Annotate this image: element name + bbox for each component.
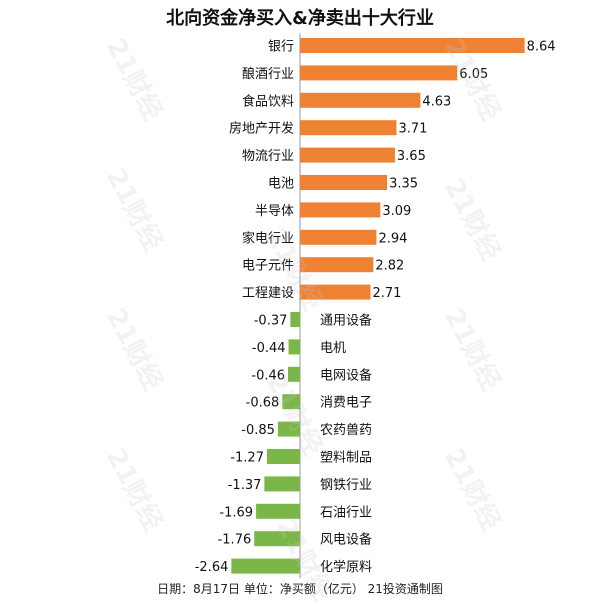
bar	[254, 531, 300, 547]
category-label: 塑料制品	[320, 451, 372, 466]
value-label: -0.68	[246, 396, 280, 411]
bar	[300, 284, 371, 300]
value-label: -0.37	[254, 314, 288, 329]
category-label: 农药兽药	[320, 423, 372, 438]
category-label: 钢铁行业	[320, 478, 372, 493]
category-label: 通用设备	[320, 313, 372, 329]
bar	[256, 503, 300, 519]
category-label: 石油行业	[320, 505, 372, 520]
bar	[266, 449, 300, 464]
bar	[300, 147, 395, 163]
bar	[300, 229, 377, 245]
value-label: 2.94	[378, 231, 407, 246]
value-label: -2.64	[195, 560, 229, 575]
value-label: -1.27	[230, 451, 264, 466]
category-label: 半导体	[255, 204, 294, 219]
bar	[264, 476, 300, 492]
bar	[300, 92, 421, 108]
category-label: 银行	[268, 40, 294, 55]
value-label: 2.82	[375, 259, 404, 274]
category-label: 房地产开发	[229, 121, 294, 137]
value-label: 2.71	[372, 286, 401, 301]
bar	[300, 65, 458, 81]
category-label: 物流行业	[242, 149, 294, 164]
chart-footer: 日期：8月17日 单位：净买额（亿元） 21投资通制图	[157, 582, 443, 596]
value-label: -0.85	[241, 423, 275, 438]
bar	[300, 175, 388, 190]
value-label: -0.44	[252, 341, 286, 356]
bar	[300, 257, 374, 273]
value-label: -1.69	[219, 505, 253, 520]
category-label: 电子元件	[242, 259, 294, 274]
value-label: 3.71	[398, 122, 427, 137]
value-label: 6.05	[459, 67, 488, 82]
bar	[277, 421, 300, 437]
category-label: 工程建设	[242, 286, 294, 301]
bar	[300, 120, 397, 136]
bar	[288, 339, 300, 355]
category-label: 消费电子	[320, 396, 372, 411]
bar	[282, 394, 300, 410]
bar	[290, 312, 300, 327]
category-label: 电网设备	[320, 367, 372, 383]
value-label: 3.35	[389, 177, 418, 192]
bar	[300, 202, 381, 218]
category-label: 家电行业	[242, 230, 294, 246]
value-label: -1.37	[228, 478, 262, 493]
value-label: 8.64	[527, 40, 556, 55]
value-label: 4.63	[422, 94, 451, 109]
value-label: 3.09	[382, 204, 411, 219]
chart-title: 北向资金净买入&净卖出十大行业	[166, 8, 434, 29]
category-label: 食品饮料	[242, 93, 294, 109]
value-label: -1.76	[218, 533, 252, 548]
bar	[231, 558, 300, 574]
bar	[300, 38, 525, 53]
value-label: -0.46	[251, 368, 285, 383]
category-label: 电池	[268, 177, 294, 192]
category-label: 风电设备	[320, 532, 372, 548]
category-label: 电机	[320, 341, 346, 356]
bar	[288, 366, 300, 382]
category-label: 酿酒行业	[242, 66, 294, 82]
value-label: 3.65	[397, 149, 426, 164]
category-label: 化学原料	[320, 559, 372, 575]
